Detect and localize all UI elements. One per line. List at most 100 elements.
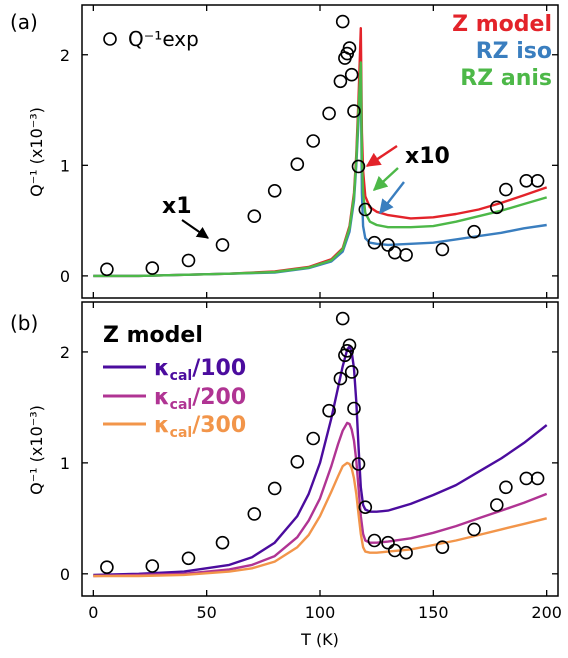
annotation-x10: x10: [405, 144, 450, 169]
exp-point-b-1: [145, 559, 160, 573]
exp-point-b-22: [435, 540, 450, 555]
exp-point-b-4: [247, 507, 262, 521]
exp-point-a-18: [367, 235, 382, 250]
legend-b-kappa-300: κ: [154, 413, 170, 438]
exp-point-b-7: [306, 431, 321, 446]
exp-point-a-0: [100, 262, 114, 277]
legend-rz-anis: RZ anis: [460, 66, 552, 91]
y-tick-label-b-1: 1: [60, 454, 70, 473]
series-line-b-0: [93, 345, 548, 577]
series-line-b-1: [93, 421, 548, 578]
exp-point-a-1: [145, 261, 160, 275]
exp-point-a-27: [530, 174, 545, 188]
legend-b-entry-300: κcal/300: [103, 413, 246, 441]
legend-rz-iso: RZ iso: [476, 39, 552, 64]
exp-point-b-14: [344, 365, 359, 379]
exp-point-a-2: [181, 253, 196, 268]
exp-point-a-6: [290, 157, 305, 171]
exp-point-a-24: [489, 200, 504, 215]
exp-point-a-16: [351, 159, 366, 174]
exp-point-a-23: [467, 224, 481, 239]
legend-z-model: Z model: [452, 12, 552, 37]
exp-point-b-26: [519, 471, 534, 486]
y-tick-label-b-2: 2: [60, 343, 70, 362]
x-tick-label-100: 100: [305, 603, 336, 622]
legend-b-sub-300: cal: [170, 425, 193, 441]
y-tick-label-a-2: 2: [60, 46, 70, 65]
legend-b-tail-300: /300: [192, 413, 246, 438]
exp-point-a-26: [519, 174, 534, 188]
legend-b-entry-100: κcal/100: [103, 356, 246, 384]
exp-point-a-4: [247, 209, 262, 223]
exp-point-a-8: [322, 106, 336, 121]
legend-b-kappa-200: κ: [154, 385, 170, 410]
panel-a-label: (a): [10, 10, 38, 34]
exp-point-a-14: [344, 67, 359, 82]
legend-exp-marker: [103, 32, 117, 46]
exp-point-a-5: [267, 184, 282, 198]
x-tick-label-0: 0: [88, 603, 98, 622]
exp-point-b-23: [467, 522, 481, 537]
arrow-z-model: [365, 145, 398, 167]
x-tick-label-50: 50: [196, 603, 216, 622]
x-tick-label-150: 150: [418, 603, 449, 622]
exp-point-a-17: [358, 202, 373, 217]
exp-point-b-25: [499, 480, 513, 495]
exp-point-a-10: [335, 14, 350, 29]
panel-a-ticks: 0 1 2: [60, 5, 558, 298]
legend-b-entry-200: κcal/200: [103, 385, 246, 413]
svg-text:κcal/100: κcal/100: [154, 356, 246, 384]
legend-b-sub-200: cal: [170, 397, 193, 413]
exp-point-b-21: [399, 545, 413, 560]
exp-point-b-27: [530, 471, 545, 486]
exp-point-b-0: [100, 560, 114, 575]
panel-b-label: (b): [10, 311, 38, 335]
exp-point-a-20: [387, 245, 402, 260]
exp-point-a-25: [499, 182, 513, 197]
arrow-rz-anis: [372, 167, 399, 191]
panel-a-experimental-points: [100, 14, 545, 277]
y-tick-label-b-0: 0: [60, 565, 70, 584]
exp-point-b-3: [215, 535, 230, 550]
exp-point-b-19: [381, 535, 395, 550]
exp-point-b-6: [290, 454, 305, 469]
panel-b-xlabel: T (K): [300, 630, 339, 649]
legend-exp-label: Q⁻¹exp: [128, 27, 199, 51]
legend-b-tail-100: /100: [192, 356, 246, 381]
arrow-rz-iso: [379, 181, 405, 215]
exp-point-a-9: [333, 74, 348, 89]
annotation-x1-arrow: [181, 219, 209, 239]
svg-text:κcal/200: κcal/200: [154, 385, 246, 413]
series-line-a-2: [93, 61, 548, 278]
panel-a-ylabel: Q⁻¹ (x10⁻³): [27, 107, 46, 197]
exp-point-b-18: [367, 533, 382, 548]
panel-b-experimental-points: [100, 311, 545, 575]
exp-point-a-3: [215, 238, 230, 252]
legend-b-title: Z model: [103, 323, 203, 348]
exp-point-b-2: [181, 551, 196, 566]
exp-point-a-21: [399, 248, 413, 262]
legend-b-kappa-100: κ: [154, 356, 170, 381]
exp-point-b-13: [342, 338, 357, 353]
exp-point-a-19: [381, 238, 395, 252]
legend-b-sub-100: cal: [170, 368, 193, 384]
panel-a: (a) 0 1 2 Q⁻¹exp Z model RZ iso RZ anis x1…: [10, 4, 559, 299]
y-tick-label-a-0: 0: [60, 267, 70, 286]
panel-b-series: [93, 345, 548, 578]
exp-point-a-7: [306, 134, 321, 148]
exp-point-b-9: [333, 371, 348, 386]
y-tick-label-a-1: 1: [60, 156, 70, 175]
exp-point-b-17: [358, 500, 373, 515]
panel-b-ticks: 0 50 100 150 200 0 1 2: [60, 302, 562, 622]
annotation-x1: x1: [162, 194, 192, 219]
svg-text:κcal/300: κcal/300: [154, 413, 246, 441]
exp-point-b-15: [347, 401, 361, 416]
panel-b-ylabel: Q⁻¹ (x10⁻³): [27, 405, 46, 495]
exp-point-a-13: [342, 41, 357, 55]
legend-b-tail-200: /200: [192, 385, 246, 410]
exp-point-b-5: [267, 481, 282, 496]
exp-point-b-10: [335, 311, 350, 326]
exp-point-a-22: [435, 242, 450, 257]
